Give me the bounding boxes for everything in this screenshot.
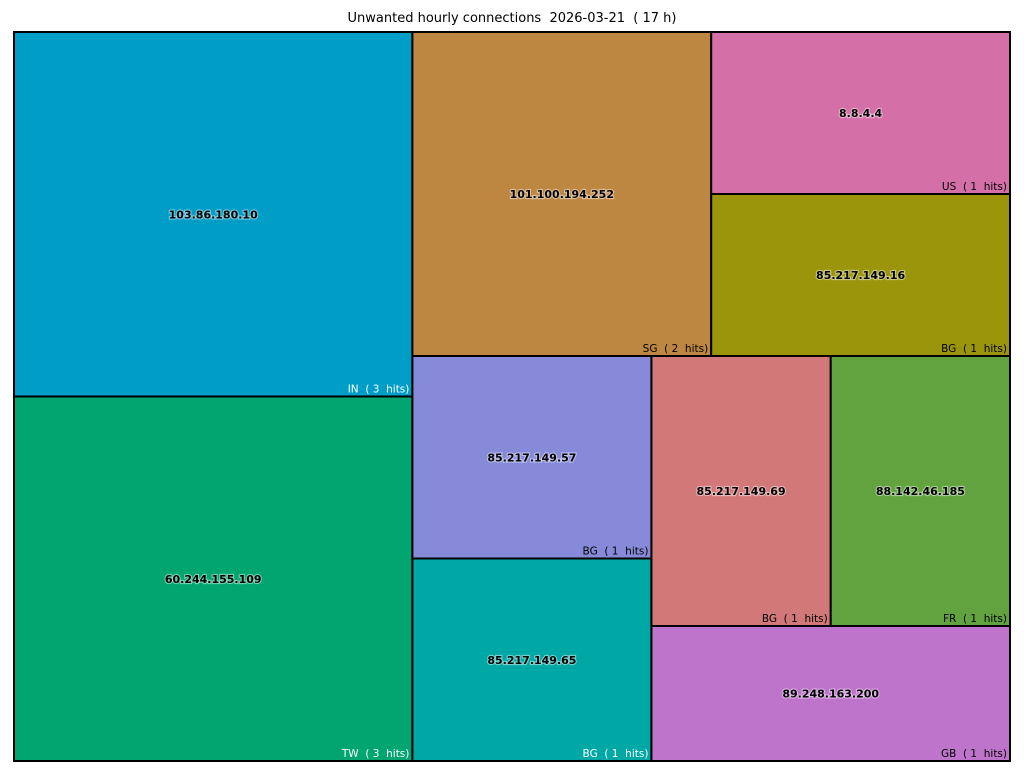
cell-ip-label: 88.142.46.185: [876, 485, 965, 498]
cell-ip-label: 85.217.149.69: [697, 485, 786, 498]
cell-country-hits-label: IN ( 3 hits): [348, 384, 410, 396]
treemap-rect: [829, 355, 1011, 627]
cell-ip-label: 89.248.163.200: [782, 688, 879, 701]
cell-country-hits-label: BG ( 1 hits): [762, 613, 828, 625]
treemap-cell-103-86-180-10: 103.86.180.10 IN ( 3 hits): [13, 31, 414, 398]
cell-country-hits-label: TW ( 3 hits): [341, 748, 410, 760]
treemap-cell-101-100-194-252: 101.100.194.252 SG ( 2 hits): [411, 31, 713, 357]
treemap-rect: [710, 31, 1011, 195]
cell-ip-label: 85.217.149.16: [816, 269, 905, 282]
treemap-cell-8-8-4-4: 8.8.4.4 US ( 1 hits): [710, 31, 1011, 195]
chart-title: Unwanted hourly connections 2026-03-21 (…: [347, 11, 677, 26]
treemap-rect: [411, 355, 653, 560]
cell-country-hits-label: BG ( 1 hits): [583, 748, 649, 760]
treemap-cell-85-217-149-69: 85.217.149.69 BG ( 1 hits): [650, 355, 832, 627]
treemap-cell-88-142-46-185: 88.142.46.185 FR ( 1 hits): [829, 355, 1011, 627]
treemap-rect: [411, 31, 713, 357]
cell-country-hits-label: FR ( 1 hits): [943, 613, 1007, 625]
cell-country-hits-label: SG ( 2 hits): [643, 343, 709, 355]
cell-country-hits-label: BG ( 1 hits): [941, 343, 1007, 355]
treemap-rect: [411, 557, 653, 762]
treemap-rect: [710, 193, 1011, 357]
cell-country-hits-label: GB ( 1 hits): [941, 748, 1007, 760]
cell-ip-label: 85.217.149.57: [487, 451, 576, 464]
treemap-rect: [650, 625, 1011, 762]
treemap-cell-85-217-149-16: 85.217.149.16 BG ( 1 hits): [710, 193, 1011, 357]
cell-country-hits-label: US ( 1 hits): [942, 181, 1007, 193]
cell-country-hits-label: BG ( 1 hits): [583, 546, 649, 558]
treemap-cell-60-244-155-109: 60.244.155.109 TW ( 3 hits): [13, 395, 414, 762]
treemap-cell-85-217-149-65: 85.217.149.65 BG ( 1 hits): [411, 557, 653, 762]
treemap-cell-89-248-163-200: 89.248.163.200 GB ( 1 hits): [650, 625, 1011, 762]
treemap-rect: [13, 395, 414, 762]
cell-ip-label: 60.244.155.109: [165, 573, 262, 586]
treemap-cell-85-217-149-57: 85.217.149.57 BG ( 1 hits): [411, 355, 653, 560]
cell-ip-label: 103.86.180.10: [169, 208, 258, 221]
cell-ip-label: 8.8.4.4: [839, 107, 882, 120]
cell-ip-label: 101.100.194.252: [510, 188, 614, 201]
cell-ip-label: 85.217.149.65: [487, 654, 576, 667]
